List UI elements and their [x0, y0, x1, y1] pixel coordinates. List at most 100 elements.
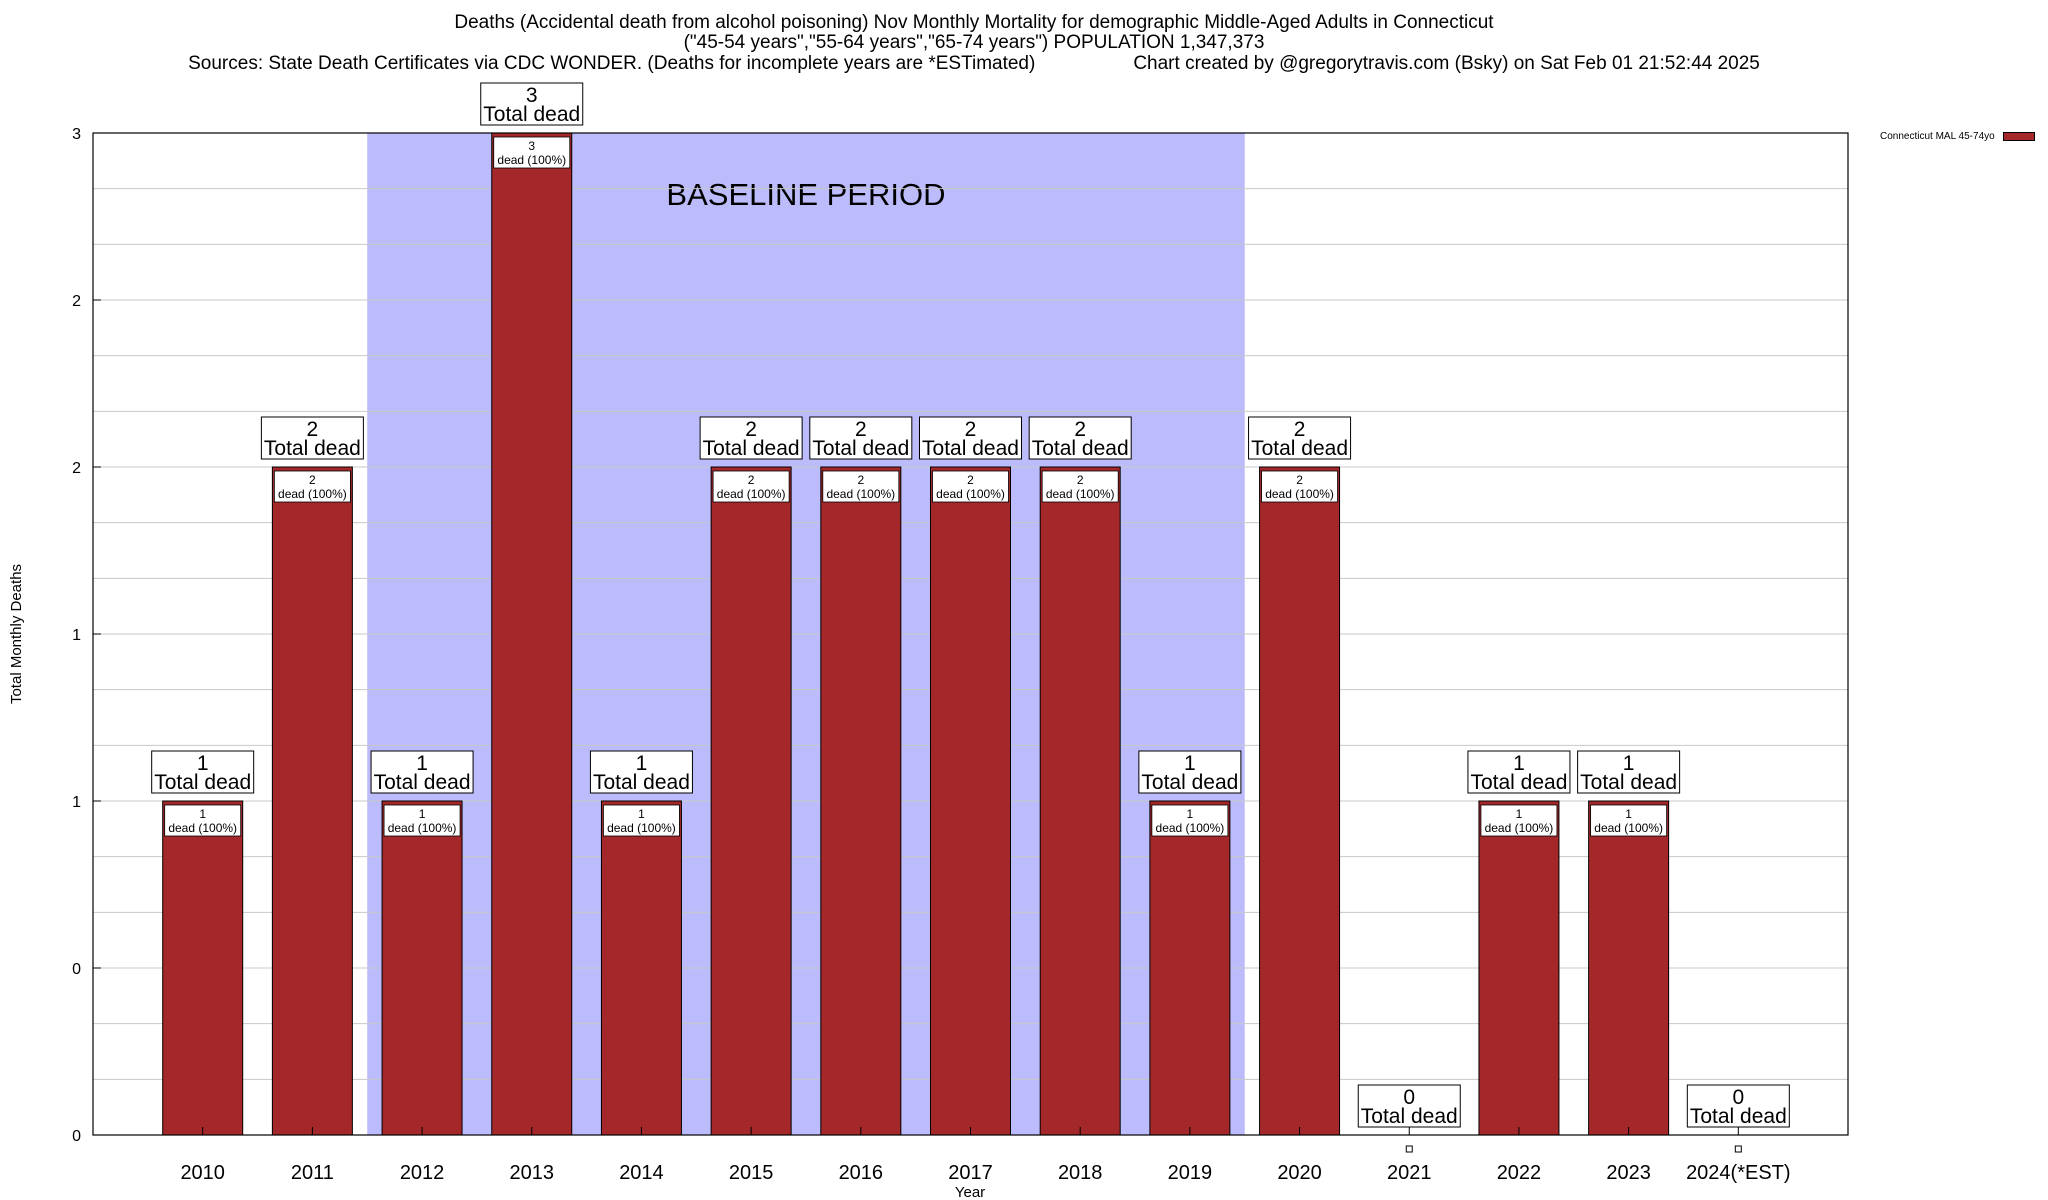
total-label-box [1248, 416, 1352, 460]
total-count-label: 2 [965, 418, 977, 441]
inner-percent-label: dead (100%) [1046, 487, 1115, 501]
bar [491, 132, 573, 1136]
chart-title: Deaths (Accidental death from alcohol po… [454, 12, 1494, 33]
chart-sources-line: Sources: State Death Certificates via CD… [0, 54, 1948, 74]
x-tick-label: 2020 [1277, 1162, 1322, 1184]
inner-percent-label: dead (100%) [1485, 821, 1554, 835]
total-count-label: 0 [1732, 1086, 1744, 1109]
total-label-box [1467, 750, 1571, 794]
total-count-label: 2 [855, 418, 867, 441]
total-dead-label: Total dead [374, 771, 471, 794]
inner-label-box [493, 136, 571, 169]
total-count-label: 1 [416, 752, 428, 775]
total-label-box [151, 750, 255, 794]
inner-label-box [1480, 804, 1558, 837]
inner-label-box [712, 470, 790, 503]
x-tick-label: 2017 [948, 1162, 993, 1184]
inner-percent-label: dead (100%) [168, 821, 237, 835]
total-count-label: 0 [1403, 1086, 1415, 1109]
inner-count-label: 2 [857, 473, 864, 487]
total-count-label: 1 [197, 752, 209, 775]
total-dead-label: Total dead [264, 437, 361, 460]
total-label-box [699, 416, 803, 460]
x-tick-label: 2010 [180, 1162, 225, 1184]
chart-subtitle: ("45-54 years","55-64 years","65-74 year… [683, 32, 1265, 53]
inner-percent-label: dead (100%) [1265, 487, 1334, 501]
total-count-label: 2 [1074, 418, 1086, 441]
total-label-box [1138, 750, 1242, 794]
total-label-box [1357, 1084, 1461, 1128]
y-tick-label: 0 [72, 961, 81, 978]
legend-label: Connecticut MAL 45-74yo [1880, 131, 1995, 142]
inner-percent-label: dead (100%) [1594, 821, 1663, 835]
y-tick-label: 3 [72, 126, 81, 143]
total-count-label: 1 [636, 752, 648, 775]
y-tick-label: 1 [72, 627, 81, 644]
inner-count-label: 1 [1625, 807, 1632, 821]
legend-swatch [2002, 132, 2035, 141]
total-label-box [370, 750, 474, 794]
bar [162, 800, 244, 1136]
plot-frame [92, 132, 1849, 1136]
legend: Connecticut MAL 45-74yo [1880, 131, 2035, 142]
x-tick-label: 2018 [1058, 1162, 1103, 1184]
x-tick-label: 2024(*EST) [1686, 1162, 1791, 1184]
total-label-box [1577, 750, 1681, 794]
inner-count-label: 2 [967, 473, 974, 487]
x-tick-label: 2019 [1168, 1162, 1213, 1184]
inner-percent-label: dead (100%) [278, 487, 347, 501]
total-label-box [1028, 416, 1132, 460]
x-tick-label: 2023 [1606, 1162, 1651, 1184]
total-label-box [919, 416, 1022, 460]
total-dead-label: Total dead [812, 437, 909, 460]
inner-label-box [603, 804, 680, 837]
inner-count-label: 2 [1077, 473, 1084, 487]
bar [600, 800, 682, 1136]
x-tick-label: 2021 [1387, 1162, 1432, 1184]
inner-percent-label: dead (100%) [826, 487, 895, 501]
inner-count-label: 1 [419, 807, 426, 821]
inner-percent-label: dead (100%) [936, 487, 1005, 501]
inner-label-box [273, 470, 351, 503]
y-tick-label: 2 [72, 460, 81, 477]
total-dead-label: Total dead [1470, 771, 1567, 794]
inner-count-label: 1 [1187, 807, 1194, 821]
inner-count-label: 1 [1516, 807, 1523, 821]
total-count-label: 2 [1294, 418, 1306, 441]
baseline-period-label: BASELINE PERIOD [666, 177, 945, 212]
inner-percent-label: dead (100%) [717, 487, 786, 501]
bar [710, 466, 792, 1136]
total-count-label: 1 [1184, 752, 1196, 775]
inner-percent-label: dead (100%) [388, 821, 457, 835]
bar [1149, 800, 1231, 1136]
bar [1259, 466, 1341, 1136]
total-dead-label: Total dead [1690, 1105, 1787, 1128]
total-dead-label: Total dead [1032, 437, 1129, 460]
inner-label-box [822, 470, 900, 503]
bar [271, 466, 353, 1136]
zero-marker [1405, 1145, 1413, 1153]
inner-count-label: 1 [199, 807, 206, 821]
inner-label-box [1151, 804, 1229, 837]
x-tick-label: 2022 [1497, 1162, 1542, 1184]
total-label-box [589, 750, 693, 794]
total-label-box [260, 416, 364, 460]
bar [820, 466, 902, 1136]
y-tick-label: 1 [72, 794, 81, 811]
total-dead-label: Total dead [483, 103, 580, 126]
total-dead-label: Total dead [922, 437, 1019, 460]
bar [1588, 800, 1670, 1136]
inner-label-box [1590, 804, 1668, 837]
x-tick-label: 2011 [291, 1162, 334, 1184]
inner-percent-label: dead (100%) [497, 153, 566, 167]
inner-label-box [1261, 470, 1338, 503]
inner-label-box [383, 804, 461, 837]
x-tick-label: 2016 [839, 1162, 884, 1184]
bar [1478, 800, 1560, 1136]
bar [1039, 466, 1121, 1136]
inner-label-box [932, 470, 1009, 503]
total-dead-label: Total dead [154, 771, 251, 794]
